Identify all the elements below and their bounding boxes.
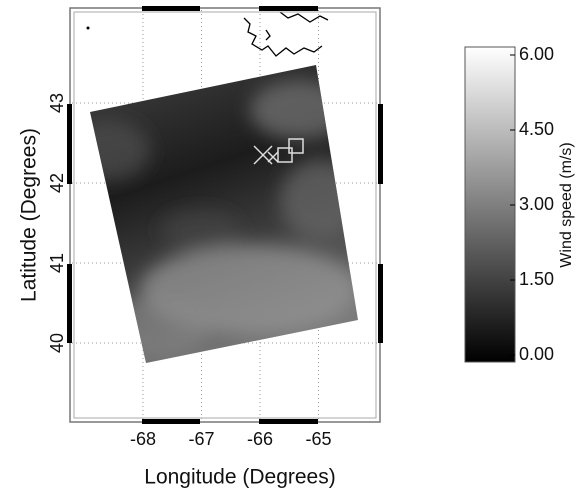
wind-speed-image [90, 65, 358, 363]
dot [86, 26, 90, 30]
y-axis-label: Latitude (Degrees) [18, 128, 41, 302]
x-tick-label: -68 [130, 429, 156, 449]
colorbar-tick-label: 1.50 [519, 269, 554, 289]
frame-inner [73, 11, 377, 419]
colorbar [464, 46, 516, 363]
colorbar-label: Wind speed (m/s) [558, 142, 575, 267]
colorbar-tick-label: 4.50 [519, 119, 554, 139]
x-tick-label: -65 [305, 429, 331, 449]
frame [69, 7, 381, 423]
coastline [243, 11, 329, 57]
x-tick-label: -66 [247, 429, 273, 449]
frame-blocks [67, 6, 383, 424]
y-tick-label: 43 [47, 93, 67, 113]
colorbar-tick-label: 3.00 [519, 194, 554, 214]
x-axis-label: Longitude (Degrees) [144, 466, 335, 489]
colorbar-tick-label: 0.00 [519, 344, 554, 364]
y-tick-label: 40 [47, 333, 67, 353]
y-tick-label: 41 [47, 253, 67, 273]
x-tick-label: -67 [188, 429, 214, 449]
buoy-markers [253, 138, 304, 165]
y-tick-label: 42 [47, 173, 67, 193]
colorbar-tick-label: 6.00 [519, 44, 554, 64]
